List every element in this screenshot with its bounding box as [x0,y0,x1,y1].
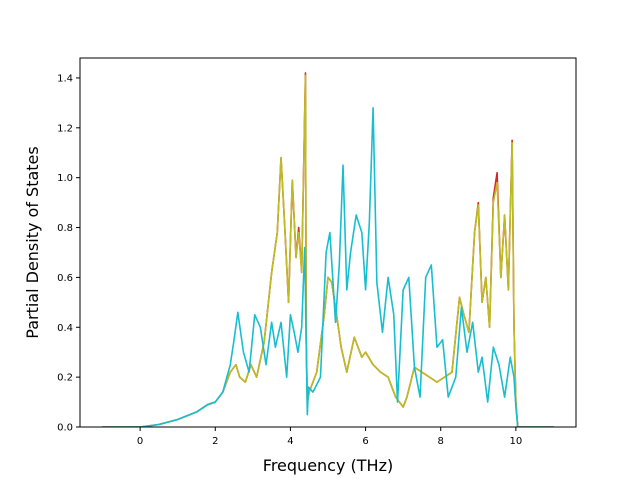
x-axis-ticks: 0 2 4 6 8 10 [137,427,522,447]
x-tick-label: 8 [438,436,444,447]
y-axis-ticks: 0.0 0.2 0.4 0.6 0.8 1.0 1.2 1.4 [57,73,80,434]
series-line-1 [101,72,555,427]
y-tick-label: 0.4 [57,323,73,334]
y-tick-label: 0.0 [57,423,73,434]
series-layer [101,72,555,427]
y-tick-label: 1.2 [57,123,73,134]
y-tick-label: 0.6 [57,273,73,284]
x-tick-label: 6 [362,436,368,447]
x-tick-label: 0 [137,436,143,447]
y-tick-label: 0.2 [57,373,73,384]
x-tick-label: 2 [212,436,218,447]
series-line-3 [101,107,555,427]
y-axis-title: Partial Density of States [23,146,42,338]
y-tick-label: 1.4 [57,73,73,84]
y-tick-label: 0.8 [57,223,73,234]
x-tick-label: 4 [287,436,293,447]
y-tick-label: 1.0 [57,173,73,184]
plot-frame [79,57,577,428]
x-axis-title: Frequency (THz) [263,456,393,475]
series-line-2 [101,74,555,427]
x-tick-label: 10 [510,436,523,447]
